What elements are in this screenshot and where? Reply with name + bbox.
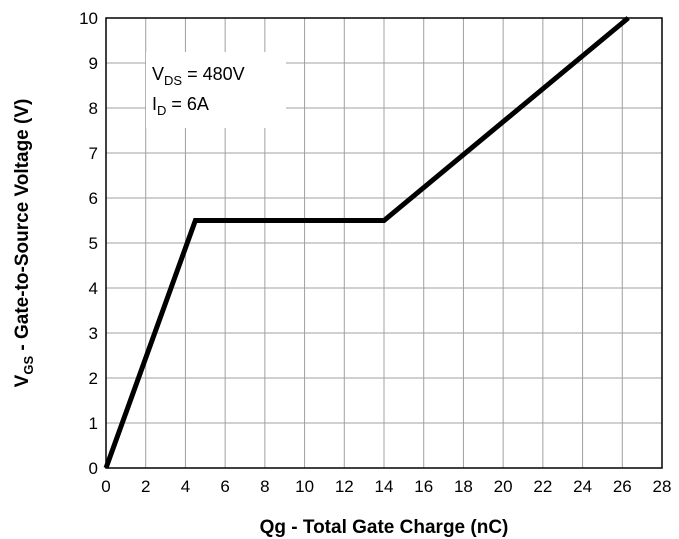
x-tick-label: 20 [494,477,513,496]
x-tick-label: 22 [533,477,552,496]
x-tick-label: 16 [414,477,433,496]
y-tick-label: 2 [89,369,98,388]
x-tick-label: 28 [653,477,672,496]
x-tick-label: 2 [141,477,150,496]
x-tick-label: 6 [220,477,229,496]
x-tick-label: 26 [613,477,632,496]
y-tick-label: 0 [89,459,98,478]
x-tick-labels: 0 2 4 6 8 10 12 14 16 18 20 22 24 26 28 [101,477,671,496]
grid-lines [105,17,663,469]
y-tick-label: 5 [89,234,98,253]
y-tick-label: 4 [89,279,98,298]
y-tick-label: 9 [89,54,98,73]
annotation-id: ID = 6A [152,94,209,118]
x-tick-label: 8 [260,477,269,496]
y-tick-label: 7 [89,144,98,163]
y-tick-labels: 0 1 2 3 4 5 6 7 8 9 10 [79,9,98,478]
x-tick-label: 18 [454,477,473,496]
y-tick-label: 10 [79,9,98,28]
plot-frame [105,17,663,469]
x-tick-label: 14 [375,477,394,496]
y-tick-label: 3 [89,324,98,343]
x-tick-label: 24 [573,477,592,496]
annotation-background [146,52,286,128]
x-tick-label: 12 [335,477,354,496]
y-tick-label: 6 [89,189,98,208]
series-line [103,16,630,469]
x-axis-title: Qg - Total Gate Charge (nC) [260,517,509,538]
x-tick-label: 10 [295,477,314,496]
y-tick-label: 1 [89,414,98,433]
series-group [103,16,630,469]
y-axis-title: VGS - Gate-to-Source Voltage (V) [12,99,36,388]
y-tick-label: 8 [89,99,98,118]
annotation-vds: VDS = 480V [152,64,245,88]
x-tick-label: 0 [101,477,110,496]
x-tick-label: 4 [181,477,190,496]
